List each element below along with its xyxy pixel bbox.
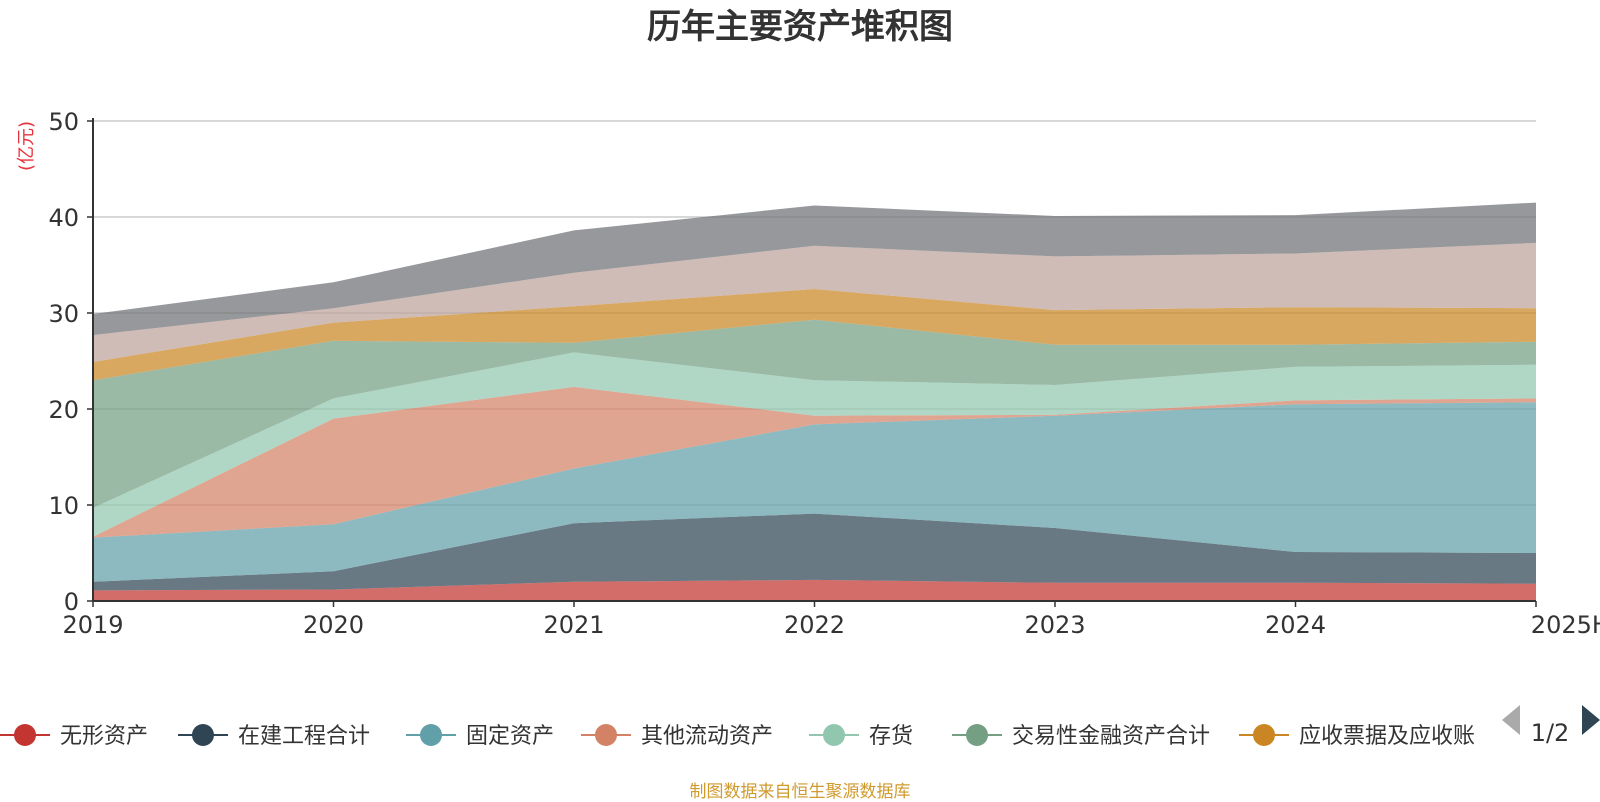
y-tick-label: 40 [48, 204, 79, 232]
legend-item[interactable]: 存货 [809, 724, 913, 749]
legend-marker-icon [14, 724, 36, 746]
legend-marker-icon [595, 724, 617, 746]
legend-marker-icon [823, 724, 845, 746]
area-series-5[interactable] [93, 319, 1536, 508]
legend-label: 存货 [869, 724, 913, 749]
legend-item[interactable]: 交易性金融资产合计 [952, 724, 1210, 749]
x-tick-label: 2024 [1265, 611, 1326, 639]
legend-pager: 1/2 [1502, 705, 1600, 747]
legend-label: 在建工程合计 [238, 724, 370, 749]
area-series-group [93, 202, 1536, 601]
y-tick-label: 10 [48, 492, 79, 520]
x-tick-label: 2023 [1024, 611, 1085, 639]
legend-marker-icon [192, 724, 214, 746]
legend-marker-icon [420, 724, 442, 746]
legend-item[interactable]: 固定资产 [406, 724, 554, 749]
legend-label: 交易性金融资产合计 [1012, 724, 1210, 749]
legend-item[interactable]: 其他流动资产 [581, 724, 773, 749]
legend-item[interactable]: 应收票据及应收账 [1239, 724, 1475, 749]
legend: 无形资产 在建工程合计 固定资产 其他流动资产 存货 交易性金融资产合计 应收票据及应收账 [0, 724, 1475, 749]
y-tick-label: 20 [48, 396, 79, 424]
x-tick-label: 2020 [303, 611, 364, 639]
area-series-7[interactable] [93, 242, 1536, 362]
x-tick-label: 2025H1 [1531, 611, 1600, 639]
legend-next-page-icon[interactable] [1582, 705, 1600, 735]
x-tick-label: 2021 [543, 611, 604, 639]
area-series-0[interactable] [93, 579, 1536, 601]
y-tick-label: 50 [48, 108, 79, 136]
source-note: 制图数据来自恒生聚源数据库 [689, 782, 911, 802]
legend-label: 固定资产 [466, 724, 554, 749]
legend-item[interactable]: 在建工程合计 [178, 724, 370, 749]
x-tick-label: 2022 [784, 611, 845, 639]
chart-title: 历年主要资产堆积图 [647, 7, 953, 47]
area-series-1[interactable] [93, 513, 1536, 591]
area-series-8[interactable] [93, 202, 1536, 336]
y-tick-label: 0 [64, 588, 79, 616]
y-tick-label: 30 [48, 300, 79, 328]
legend-label: 无形资产 [60, 724, 148, 749]
area-series-2[interactable] [93, 402, 1536, 582]
legend-label: 其他流动资产 [641, 724, 773, 749]
legend-marker-icon [966, 724, 988, 746]
area-series-3[interactable] [93, 386, 1536, 538]
legend-item[interactable]: 无形资产 [0, 724, 148, 749]
legend-marker-icon [1253, 724, 1275, 746]
area-series-4[interactable] [93, 352, 1536, 537]
y-axis-unit-label: (亿元) [16, 121, 37, 171]
area-series-6[interactable] [93, 289, 1536, 381]
legend-page-indicator: 1/2 [1531, 719, 1570, 747]
legend-label: 应收票据及应收账 [1299, 724, 1475, 749]
legend-prev-page-icon[interactable] [1502, 705, 1520, 735]
axes: 0 10 20 30 40 50 2019 2020 2021 2022 2023 2024 2025H… [48, 108, 1600, 639]
x-tick-label: 2019 [62, 611, 123, 639]
